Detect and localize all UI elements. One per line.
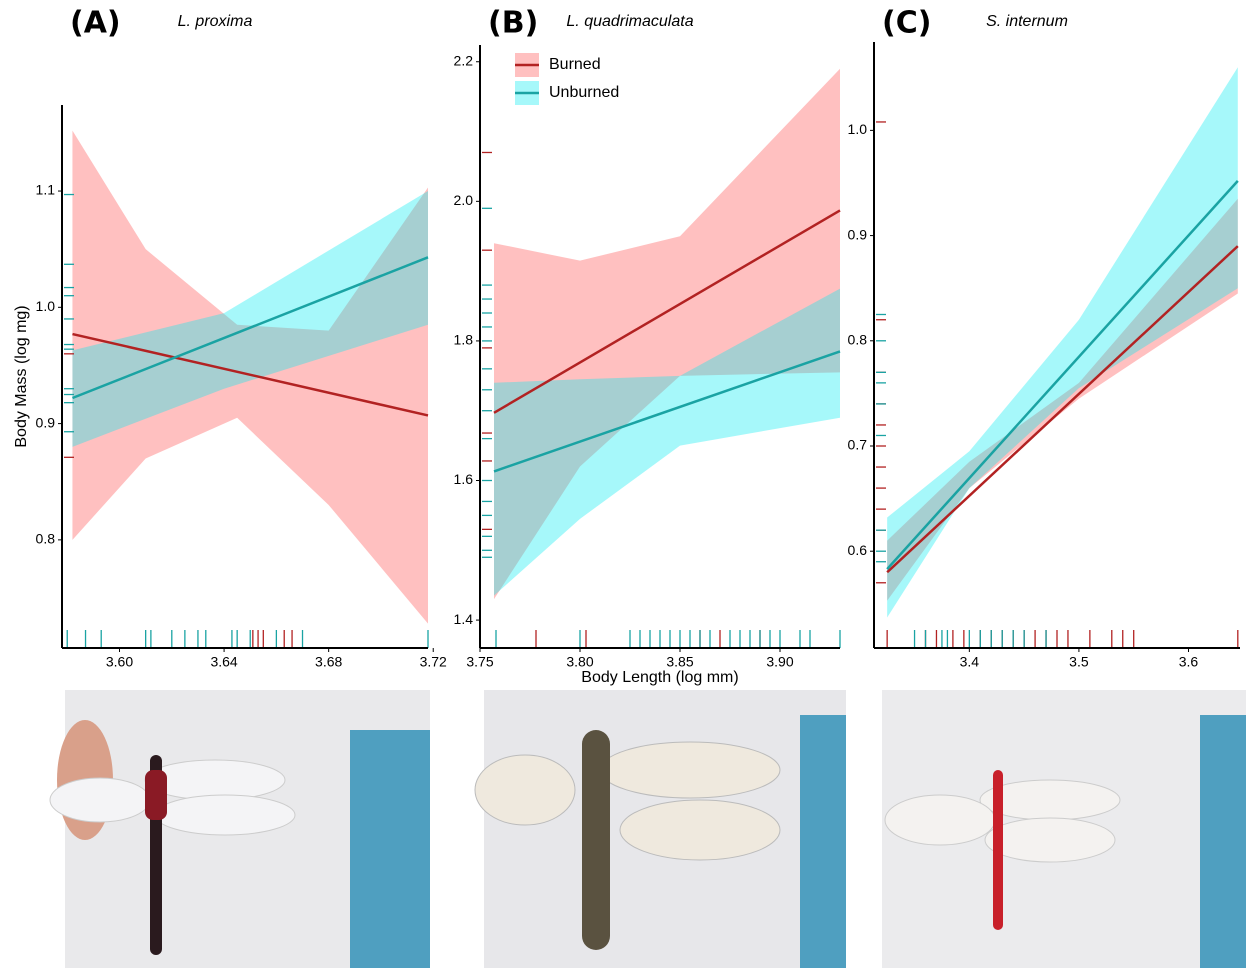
ruler-tape [1200, 715, 1246, 968]
fit-line [886, 245, 1239, 574]
y-tick-label: 1.0 [848, 121, 868, 137]
fit-line [493, 350, 841, 473]
confidence-band [72, 191, 428, 447]
x-tick-label: 3.80 [566, 654, 593, 670]
body [993, 770, 1003, 930]
x-tick-label: 3.85 [666, 654, 693, 670]
y-tick-label: 1.0 [36, 298, 56, 314]
fit-line [493, 209, 841, 414]
confidence-band [494, 68, 840, 600]
confidence-band [72, 130, 428, 624]
y-tick-label: 0.9 [848, 226, 868, 242]
y-tick-label: 2.0 [454, 192, 474, 208]
y-axis-title: Body Mass (log mg) [13, 305, 30, 447]
y-tick-label: 1.4 [454, 611, 474, 627]
wing [49, 777, 151, 823]
wing [474, 754, 576, 826]
y-tick-label: 2.2 [454, 52, 474, 68]
thorax [145, 770, 167, 820]
x-tick-label: 3.68 [315, 654, 342, 670]
fit-line [886, 180, 1239, 570]
body [582, 730, 610, 950]
x-tick-label: 3.6 [1179, 654, 1199, 670]
y-tick-label: 1.1 [36, 182, 56, 198]
wing [154, 794, 296, 836]
y-tick-label: 0.8 [848, 331, 868, 347]
ruler-tape [800, 715, 846, 968]
x-tick-label: 3.4 [960, 654, 980, 670]
wing [619, 799, 781, 861]
fit-line [72, 332, 429, 417]
panel-title: S. internum [986, 13, 1068, 30]
legend-label: Unburned [549, 84, 619, 101]
x-tick-label: 3.75 [466, 654, 493, 670]
x-tick-label: 3.5 [1069, 654, 1089, 670]
panel-label: (C) [882, 6, 931, 41]
panel-title: L. quadrimaculata [566, 13, 693, 30]
y-tick-label: 0.8 [36, 531, 56, 547]
ruler-tape [350, 730, 430, 968]
photos [49, 690, 1246, 968]
x-tick-label: 3.60 [106, 654, 133, 670]
y-tick-label: 1.8 [454, 332, 474, 348]
y-tick-label: 1.6 [454, 471, 474, 487]
x-tick-label: 3.64 [210, 654, 237, 670]
wing [599, 741, 781, 799]
panel-title: L. proxima [178, 13, 253, 30]
wing [884, 794, 996, 846]
y-tick-label: 0.9 [36, 414, 56, 430]
panel-label: (B) [488, 6, 538, 41]
x-tick-label: 3.72 [420, 654, 447, 670]
legend-label: Burned [549, 56, 601, 73]
y-tick-label: 0.7 [848, 437, 868, 453]
fit-line [71, 256, 429, 400]
confidence-band [887, 67, 1238, 618]
x-tick-label: 3.90 [766, 654, 793, 670]
confidence-band [887, 198, 1238, 601]
panel-label: (A) [70, 6, 121, 41]
x-axis-title: Body Length (log mm) [581, 669, 738, 686]
y-tick-label: 0.6 [848, 542, 868, 558]
confidence-band [494, 288, 840, 596]
wing [984, 817, 1116, 863]
